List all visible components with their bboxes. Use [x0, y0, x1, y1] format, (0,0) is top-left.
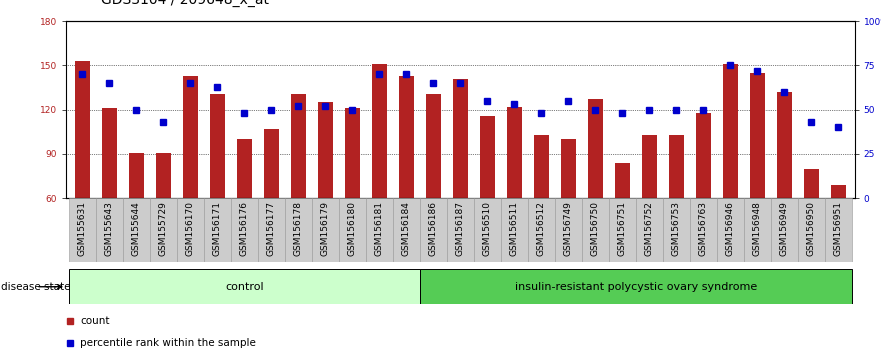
- Text: insulin-resistant polycystic ovary syndrome: insulin-resistant polycystic ovary syndr…: [515, 282, 757, 292]
- Bar: [420, 269, 852, 304]
- Text: GSM156510: GSM156510: [483, 201, 492, 256]
- Text: GSM156184: GSM156184: [402, 201, 411, 256]
- Bar: [750, 73, 765, 198]
- Bar: [393, 198, 420, 262]
- Bar: [555, 198, 581, 262]
- Bar: [420, 198, 447, 262]
- Bar: [642, 135, 656, 198]
- Bar: [534, 135, 549, 198]
- Text: GSM156178: GSM156178: [293, 201, 303, 256]
- Bar: [696, 113, 711, 198]
- Bar: [474, 198, 500, 262]
- Text: GSM156187: GSM156187: [455, 201, 465, 256]
- Text: GSM155644: GSM155644: [132, 201, 141, 256]
- Text: GSM156176: GSM156176: [240, 201, 248, 256]
- Bar: [366, 198, 393, 262]
- Bar: [177, 198, 204, 262]
- Text: GSM156170: GSM156170: [186, 201, 195, 256]
- Bar: [122, 198, 150, 262]
- Text: GSM156946: GSM156946: [726, 201, 735, 256]
- Text: GSM156177: GSM156177: [267, 201, 276, 256]
- Text: GSM156171: GSM156171: [213, 201, 222, 256]
- Bar: [500, 198, 528, 262]
- Text: control: control: [225, 282, 263, 292]
- Text: count: count: [80, 316, 110, 326]
- Bar: [588, 99, 603, 198]
- Bar: [453, 79, 468, 198]
- Bar: [447, 198, 474, 262]
- Text: GSM155729: GSM155729: [159, 201, 167, 256]
- Text: GSM156179: GSM156179: [321, 201, 329, 256]
- Bar: [744, 198, 771, 262]
- Bar: [804, 169, 818, 198]
- Text: GSM156763: GSM156763: [699, 201, 707, 256]
- Text: GSM156752: GSM156752: [645, 201, 654, 256]
- Text: GSM156749: GSM156749: [564, 201, 573, 256]
- Bar: [717, 198, 744, 262]
- Bar: [291, 93, 306, 198]
- Text: GSM156948: GSM156948: [753, 201, 762, 256]
- Bar: [75, 61, 90, 198]
- Text: GSM156750: GSM156750: [591, 201, 600, 256]
- Text: disease state: disease state: [2, 282, 70, 292]
- Text: GSM156949: GSM156949: [780, 201, 788, 256]
- Bar: [507, 107, 522, 198]
- Text: GSM156950: GSM156950: [807, 201, 816, 256]
- Bar: [615, 163, 630, 198]
- Bar: [204, 198, 231, 262]
- Text: GSM156751: GSM156751: [618, 201, 627, 256]
- Bar: [318, 102, 333, 198]
- Text: GSM156181: GSM156181: [374, 201, 384, 256]
- Bar: [285, 198, 312, 262]
- Bar: [150, 198, 177, 262]
- Bar: [258, 198, 285, 262]
- Bar: [609, 198, 636, 262]
- Bar: [156, 153, 171, 198]
- Text: GSM155631: GSM155631: [78, 201, 86, 256]
- Bar: [528, 198, 555, 262]
- Text: GSM156753: GSM156753: [672, 201, 681, 256]
- Bar: [231, 198, 258, 262]
- Bar: [210, 93, 225, 198]
- Bar: [777, 92, 792, 198]
- Bar: [312, 198, 339, 262]
- Bar: [561, 139, 576, 198]
- Bar: [372, 64, 387, 198]
- Text: GSM156186: GSM156186: [429, 201, 438, 256]
- Bar: [771, 198, 798, 262]
- Bar: [399, 76, 414, 198]
- Bar: [581, 198, 609, 262]
- Text: GSM156180: GSM156180: [348, 201, 357, 256]
- Bar: [344, 108, 359, 198]
- Bar: [183, 76, 197, 198]
- Text: GSM155643: GSM155643: [105, 201, 114, 256]
- Bar: [723, 64, 737, 198]
- Bar: [669, 135, 684, 198]
- Text: GSM156512: GSM156512: [537, 201, 546, 256]
- Bar: [663, 198, 690, 262]
- Bar: [237, 139, 252, 198]
- Bar: [831, 185, 846, 198]
- Text: GSM156951: GSM156951: [834, 201, 843, 256]
- Bar: [339, 198, 366, 262]
- Bar: [480, 116, 495, 198]
- Bar: [798, 198, 825, 262]
- Bar: [69, 269, 420, 304]
- Text: percentile rank within the sample: percentile rank within the sample: [80, 338, 256, 348]
- Bar: [102, 108, 116, 198]
- Bar: [129, 153, 144, 198]
- Bar: [825, 198, 852, 262]
- Bar: [690, 198, 717, 262]
- Bar: [264, 129, 278, 198]
- Bar: [426, 93, 440, 198]
- Bar: [636, 198, 663, 262]
- Text: GSM156511: GSM156511: [510, 201, 519, 256]
- Text: GDS3104 / 209648_x_at: GDS3104 / 209648_x_at: [101, 0, 270, 7]
- Bar: [69, 198, 96, 262]
- Bar: [96, 198, 122, 262]
